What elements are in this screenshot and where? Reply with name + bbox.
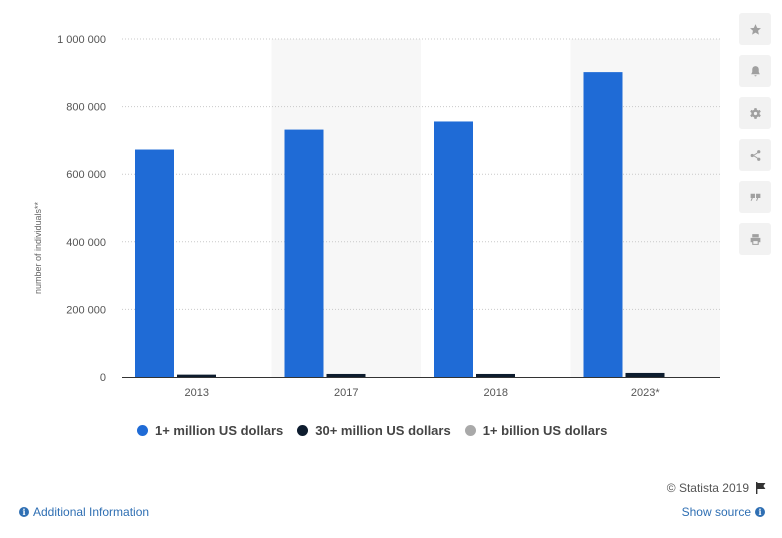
bar-2023*-series-0[interactable] — [583, 72, 623, 378]
legend-dot-30-million — [297, 425, 309, 436]
bar-2017-series-1[interactable] — [326, 373, 366, 377]
bars — [135, 72, 665, 378]
legend-item-1-billion[interactable]: 1+ billion US dollars — [464, 423, 608, 438]
bell-icon — [750, 65, 760, 76]
favorite-button[interactable] — [739, 13, 771, 45]
show-source-label: Show source — [681, 505, 751, 519]
legend-dot-1-billion — [464, 425, 476, 436]
bar-2013-series-1[interactable] — [177, 374, 216, 377]
share-icon — [750, 149, 760, 161]
x-axis-ticks: 2013 2017 2018 2023* — [185, 387, 661, 399]
settings-button[interactable] — [739, 97, 771, 129]
legend-dot-1-million — [137, 425, 148, 436]
x-tick-label: 2018 — [484, 387, 508, 399]
x-tick-label: 2017 — [334, 387, 358, 399]
alternate-bands — [271, 39, 720, 377]
star-icon — [749, 23, 761, 35]
show-source-link[interactable]: Show source i — [682, 505, 765, 519]
y-axis-ticks: 0 200 000 400 000 600 000 800 000 1 000 000 — [57, 34, 106, 384]
bar-chart: 0 200 000 400 000 600 000 800 000 1 000 000 2… — [33, 34, 720, 399]
notification-button[interactable] — [739, 55, 771, 87]
legend-label-30-million: 30+ million US dollars — [315, 423, 451, 438]
x-tick-label: 2023* — [631, 387, 660, 399]
additional-information-link[interactable]: i Additional Information — [19, 505, 149, 519]
legend-label-1-million: 1+ million US dollars — [155, 423, 284, 438]
y-tick-label: 600 000 — [66, 169, 106, 181]
legend-label-1-billion: 1+ billion US dollars — [482, 423, 608, 438]
y-tick-label: 1 000 000 — [57, 34, 106, 46]
bar-2013-series-0[interactable] — [135, 149, 174, 377]
additional-information-label: Additional Information — [33, 505, 150, 519]
y-tick-label: 0 — [100, 372, 106, 384]
print-button[interactable] — [739, 223, 771, 255]
bar-2018-series-0[interactable] — [434, 121, 473, 377]
y-tick-label: 400 000 — [66, 237, 106, 249]
y-tick-label: 200 000 — [66, 304, 106, 316]
x-tick-label: 2013 — [185, 387, 209, 399]
chart-toolbar — [739, 13, 771, 255]
bar-2017-series-0[interactable] — [284, 129, 324, 377]
cite-button[interactable] — [739, 181, 771, 213]
legend-item-1-million[interactable]: 1+ million US dollars — [137, 423, 283, 438]
statista-credit: © Statista 2019 — [667, 481, 766, 495]
bar-2023*-series-1[interactable] — [625, 372, 665, 377]
share-button[interactable] — [739, 139, 771, 171]
y-axis-label: number of individuals** — [33, 201, 43, 294]
print-icon — [750, 233, 760, 245]
legend-item-30-million[interactable]: 30+ million US dollars — [297, 423, 451, 438]
y-tick-label: 800 000 — [66, 102, 106, 114]
gear-icon — [749, 107, 761, 119]
bar-2018-series-1[interactable] — [476, 373, 515, 377]
legend: 1+ million US dollars 30+ million US dol… — [137, 423, 607, 438]
flag-icon[interactable] — [755, 482, 766, 494]
quote-icon — [750, 193, 760, 201]
info-icon: i — [755, 507, 765, 517]
credit-text: © Statista 2019 — [666, 481, 749, 495]
info-icon: i — [19, 507, 29, 517]
